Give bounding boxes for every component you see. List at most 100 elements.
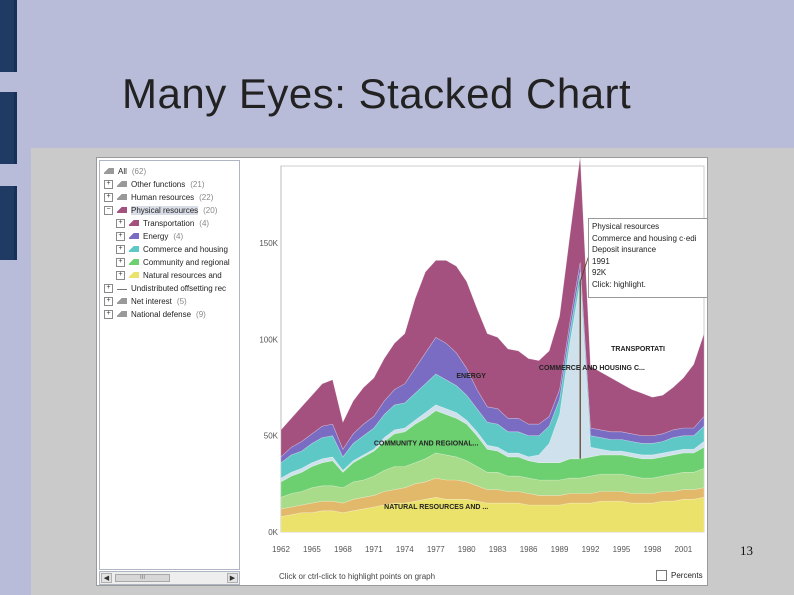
stack-chart-icon [129,233,139,239]
expand-icon[interactable]: + [104,283,113,293]
tree-item-count: (62) [131,166,147,176]
tree-item[interactable]: + Undistributed offsetting rec [104,282,226,294]
tree-item-label: Commerce and housing [143,244,228,254]
tree-item-label: Community and regional [143,257,230,267]
stack-chart-icon [117,311,127,317]
tree-item[interactable]: + Commerce and housing [116,243,228,255]
scroll-thumb[interactable]: III [115,574,170,582]
tree-item-label: National defense [131,309,192,319]
stack-chart-icon [129,246,139,252]
tree-item[interactable]: + Human resources (22) [104,191,213,203]
slide-accent-bar [0,186,17,260]
tree-item[interactable]: + Net interest (5) [104,295,187,307]
x-tick-label: 1989 [551,545,569,554]
tree-item[interactable]: − Physical resources (20) [104,204,217,216]
series-label: NATURAL RESOURCES AND ... [384,504,488,511]
tree-item-count: (5) [176,296,187,306]
series-label: TRANSPORTATI [611,346,665,353]
many-eyes-screenshot: All (62) + Other functions (21) + Human resour… [96,157,708,586]
tree-item-count: (4) [199,218,210,228]
x-tick-label: 1968 [334,545,352,554]
percents-checkbox[interactable] [656,570,667,581]
tree-item[interactable]: + Energy (4) [116,230,183,242]
slide-title: Many Eyes: Stacked Chart [122,70,632,117]
chart-hint: Click or ctrl-click to highlight points … [279,572,436,581]
category-tree[interactable]: All (62) + Other functions (21) + Human resour… [99,160,240,570]
y-tick-label: 0K [268,528,278,537]
area-series[interactable] [280,158,705,458]
stack-chart-icon [104,168,114,174]
expand-icon[interactable]: + [116,231,125,241]
tree-horizontal-scrollbar[interactable]: ◀ III ▶ [99,571,240,585]
x-tick-label: 1983 [489,545,507,554]
expand-icon[interactable]: + [116,244,125,254]
expand-icon[interactable]: + [116,270,125,280]
x-tick-label: 1992 [582,545,600,554]
stack-chart-icon [117,298,127,304]
tree-item-label: Other functions [131,179,186,189]
tree-item-count: (21) [190,179,205,189]
x-tick-label: 1977 [427,545,445,554]
stack-chart-icon [117,194,127,200]
slide-number: 13 [740,543,753,558]
percents-toggle[interactable]: Percents [656,570,703,581]
tree-item-count: (4) [173,231,184,241]
tree-item-label: Net interest [131,296,172,306]
scroll-left-icon[interactable]: ◀ [101,573,112,583]
x-tick-label: 1962 [272,545,290,554]
expand-icon[interactable]: + [116,257,125,267]
y-tick-label: 100K [259,335,278,344]
stack-chart-icon [117,286,127,290]
expand-icon[interactable]: + [116,218,125,228]
collapse-icon[interactable]: − [104,205,113,215]
stack-chart-icon [117,181,127,187]
tree-item-label: Human resources [131,192,195,202]
expand-icon[interactable]: + [104,179,113,189]
tree-item[interactable]: All (62) [104,165,146,177]
x-tick-label: 1971 [365,545,383,554]
tree-item-count: (9) [196,309,206,319]
y-tick-label: 50K [264,432,279,441]
stack-chart-icon [129,259,139,265]
tree-item-label: Physical resources [131,205,199,215]
series-label: COMMERCE AND HOUSING C... [539,365,645,372]
scroll-right-icon[interactable]: ▶ [227,573,238,583]
tree-item[interactable]: + Community and regional [116,256,230,268]
tooltip-line: Physical resources [592,222,660,231]
x-tick-label: 2001 [674,545,692,554]
x-tick-label: 1995 [613,545,631,554]
tree-item-count: (22) [199,192,214,202]
tree-item-label: Transportation [143,218,195,228]
stacked-area-chart[interactable]: 0K 50K 100K 150K 1962 1965 1968 1971 1974 1977 198… [97,158,708,586]
x-tick-label: 1974 [396,545,414,554]
x-tick-label: 1986 [520,545,538,554]
stack-chart-icon [129,272,139,278]
expand-icon[interactable]: + [104,296,113,306]
tooltip-line: Commerce and housing c·edi [592,233,697,243]
tree-item[interactable]: + Other functions (21) [104,178,204,190]
tooltip-line: Deposit insurance [592,245,657,254]
series-label: ENERGY [456,373,486,380]
expand-icon[interactable]: + [104,309,113,319]
tree-item[interactable]: + Natural resources and [116,269,222,281]
slide-accent-bar [0,0,17,72]
tree-item-label: All [118,166,127,176]
x-tick-label: 1965 [303,545,321,554]
y-tick-label: 150K [259,239,278,248]
tree-item[interactable]: + National defense (9) [104,308,206,320]
tree-item-count: (20) [203,205,218,215]
tree-item[interactable]: + Transportation (4) [116,217,209,229]
chart-tooltip: Physical resources Commerce and housing c… [588,218,707,298]
tooltip-line: Click: highlight. [592,279,646,289]
stack-chart-icon [117,207,127,213]
tooltip-line: 1991 [592,256,610,266]
slide-accent-bar [0,92,17,164]
series-label: COMMUNITY AND REGIONAL... [374,440,479,447]
x-tick-label: 1998 [644,545,662,554]
percents-label: Percents [671,571,703,580]
tree-item-label: Natural resources and [143,270,222,280]
tree-item-label: Undistributed offsetting rec [131,283,227,293]
stack-chart-icon [129,220,139,226]
tooltip-line: 92K [592,268,607,277]
expand-icon[interactable]: + [104,192,113,202]
